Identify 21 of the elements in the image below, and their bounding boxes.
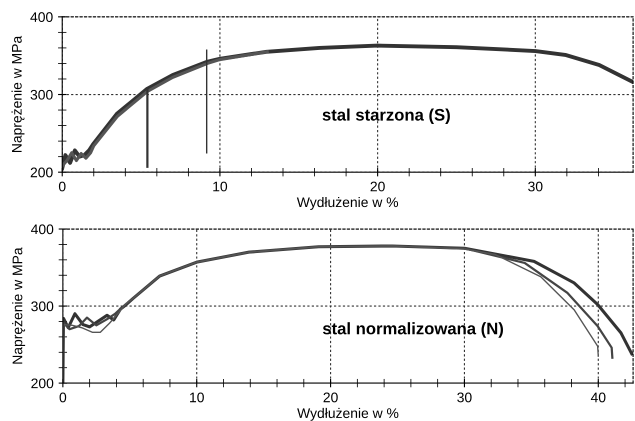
x-tick-label: 0 xyxy=(60,392,66,402)
annotation: stal starzona (S) xyxy=(322,108,450,124)
x-tick-label: 10 xyxy=(213,182,228,192)
x-tick-label: 30 xyxy=(528,182,543,192)
x-tick-label: 20 xyxy=(324,392,338,402)
x-tick-label: 0 xyxy=(58,182,66,192)
x-axis-title: Wydłużenie w % xyxy=(296,196,398,210)
x-axis-title: Wydłużenie w % xyxy=(297,408,398,421)
y-tick-label: 400 xyxy=(30,12,53,22)
x-tick-label: 40 xyxy=(590,392,606,402)
y-axis-title: Naprężenie w MPa xyxy=(12,247,26,364)
y-tick-label: 300 xyxy=(30,90,53,100)
y-tick-label: 400 xyxy=(30,224,54,234)
y-tick-label: 200 xyxy=(31,378,54,388)
y-tick-label: 200 xyxy=(30,168,53,178)
annotation: stal normalizowana (N) xyxy=(322,322,503,338)
y-tick-label: 300 xyxy=(31,301,54,312)
x-tick-label: 20 xyxy=(370,182,385,192)
x-tick-label: 10 xyxy=(190,392,204,402)
x-tick-label: 30 xyxy=(457,392,472,402)
y-axis-title: Naprężenie w MPa xyxy=(12,36,24,152)
